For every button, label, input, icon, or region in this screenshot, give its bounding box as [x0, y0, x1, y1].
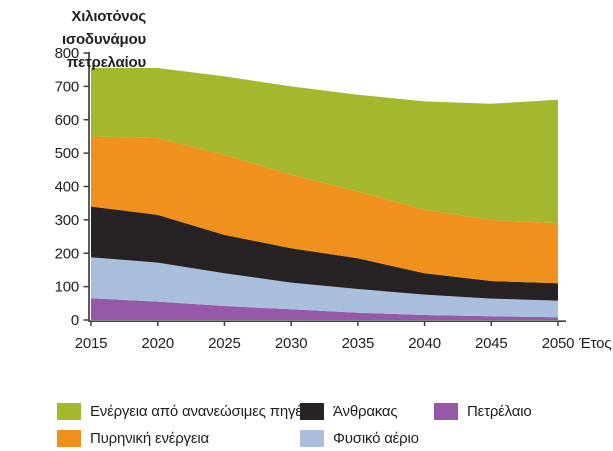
- legend-label-natural-gas: Φυσικό αέριο: [333, 430, 419, 447]
- y-tick-label: 400: [55, 179, 79, 196]
- x-tick-label: 2040: [408, 335, 441, 352]
- area-series-4: [91, 68, 558, 224]
- y-tick-label: 0: [71, 312, 79, 329]
- y-tick-label: 700: [55, 78, 79, 95]
- y-tick-label: 800: [55, 45, 79, 62]
- legend-item-nuclear: Πυρηνική ενέργεια: [57, 430, 209, 447]
- legend-label-coal: Άνθρακας: [333, 403, 398, 420]
- y-tick-label: 100: [55, 279, 79, 296]
- legend-swatch-oil: [434, 403, 458, 420]
- y-axis-title-line1: Χιλιοτόνος ισοδυνάμου: [61, 8, 146, 48]
- legend-item-renewables: Ενέργεια από ανανεώσιμες πηγές: [57, 403, 309, 420]
- y-tick-label: 200: [55, 245, 79, 262]
- legend-swatch-nuclear: [57, 430, 81, 447]
- legend-swatch-natural-gas: [300, 430, 324, 447]
- area-series-0: [91, 298, 558, 320]
- legend-item-natural-gas: Φυσικό αέριο: [300, 430, 419, 447]
- legend-item-oil: Πετρέλαιο: [434, 403, 532, 420]
- legend-label-oil: Πετρέλαιο: [467, 403, 532, 420]
- y-axis-title: Χιλιοτόνος ισοδυνάμου πετρελαίου: [0, 5, 146, 74]
- legend-label-renewables: Ενέργεια από ανανεώσιμες πηγές: [90, 403, 309, 420]
- y-axis-title-line2: πετρελαίου: [66, 54, 146, 71]
- x-tick-label: 2045: [475, 335, 508, 352]
- area-series-1: [91, 257, 558, 318]
- area-series-3: [91, 136, 558, 284]
- x-tick-label: 2050: [542, 335, 575, 352]
- x-tick-label: 2025: [208, 335, 241, 352]
- legend-label-nuclear: Πυρηνική ενέργεια: [90, 430, 209, 447]
- x-tick-label: 2020: [141, 335, 174, 352]
- legend-swatch-coal: [300, 403, 324, 420]
- x-tick-label: 2015: [75, 335, 108, 352]
- x-tick-label: 2035: [342, 335, 375, 352]
- y-tick-label: 500: [55, 145, 79, 162]
- y-tick-label: 300: [55, 212, 79, 229]
- legend-item-coal: Άνθρακας: [300, 403, 398, 420]
- y-tick-label: 600: [55, 112, 79, 129]
- x-tick-label: 2030: [275, 335, 308, 352]
- area-series-2: [91, 206, 558, 301]
- legend-swatch-renewables: [57, 403, 81, 420]
- x-axis-label: Έτος: [578, 335, 611, 352]
